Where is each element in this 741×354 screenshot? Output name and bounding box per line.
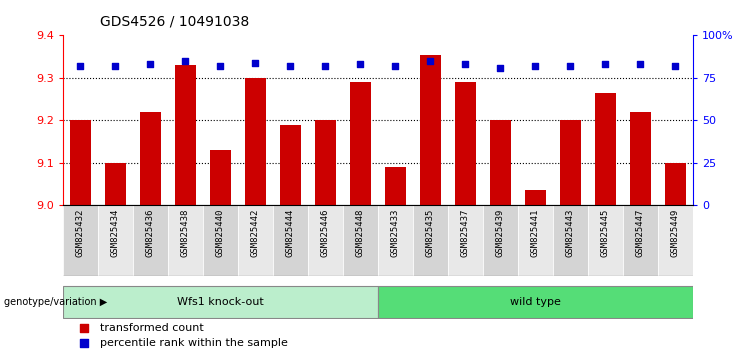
Text: wild type: wild type [510,297,561,307]
Text: GSM825448: GSM825448 [356,209,365,257]
Bar [588,205,623,276]
Bar [98,205,133,276]
Text: GSM825435: GSM825435 [426,209,435,257]
Text: GSM825445: GSM825445 [601,209,610,257]
Point [459,62,471,67]
Bar [245,78,266,205]
Bar [448,205,483,276]
Text: GSM825434: GSM825434 [111,209,120,257]
Bar [350,82,371,205]
Bar [658,205,693,276]
Point [250,60,262,65]
Text: transformed count: transformed count [100,322,204,332]
Bar [210,150,231,205]
Bar [385,167,406,205]
Point [285,63,296,69]
Bar [413,205,448,276]
Point [425,58,436,64]
Point [529,63,541,69]
Text: GSM825440: GSM825440 [216,209,225,257]
Text: GSM825439: GSM825439 [496,209,505,257]
Text: GDS4526 / 10491038: GDS4526 / 10491038 [100,14,249,28]
Bar [238,205,273,276]
Point [634,62,646,67]
Bar [63,205,98,276]
Bar [273,205,308,276]
FancyBboxPatch shape [63,286,378,318]
Bar [483,205,518,276]
Text: GSM825438: GSM825438 [181,209,190,257]
Bar [133,205,168,276]
Point [75,63,87,69]
Bar [70,120,91,205]
Point [79,341,90,346]
Text: genotype/variation ▶: genotype/variation ▶ [4,297,107,307]
Bar [553,205,588,276]
Point [599,62,611,67]
Point [179,58,191,64]
Bar [343,205,378,276]
Point [79,325,90,330]
Point [669,63,681,69]
Bar [105,163,126,205]
Text: Wfs1 knock-out: Wfs1 knock-out [177,297,264,307]
Bar [280,125,301,205]
Point [354,62,366,67]
Bar [595,93,616,205]
Bar [175,65,196,205]
Point [110,63,122,69]
Bar [455,82,476,205]
Text: GSM825433: GSM825433 [391,209,400,257]
Bar [623,205,658,276]
Point [565,63,576,69]
Bar [168,205,203,276]
Text: GSM825432: GSM825432 [76,209,85,257]
Text: GSM825441: GSM825441 [531,209,540,257]
Text: GSM825443: GSM825443 [566,209,575,257]
Text: GSM825449: GSM825449 [671,209,679,257]
Point [144,62,156,67]
Point [319,63,331,69]
Text: GSM825437: GSM825437 [461,209,470,257]
Bar [420,55,441,205]
Bar [560,120,581,205]
Text: GSM825444: GSM825444 [286,209,295,257]
FancyBboxPatch shape [378,286,693,318]
Bar [140,112,161,205]
Bar [518,205,553,276]
Bar [378,205,413,276]
Bar [630,112,651,205]
Text: GSM825446: GSM825446 [321,209,330,257]
Text: GSM825436: GSM825436 [146,209,155,257]
Bar [525,190,546,205]
Bar [315,120,336,205]
Bar [665,163,686,205]
Text: percentile rank within the sample: percentile rank within the sample [100,338,288,348]
Bar [490,120,511,205]
Point [390,63,402,69]
Text: GSM825447: GSM825447 [636,209,645,257]
Bar [203,205,238,276]
Text: GSM825442: GSM825442 [251,209,260,257]
Point [494,65,506,70]
Point [215,63,227,69]
Bar [308,205,343,276]
